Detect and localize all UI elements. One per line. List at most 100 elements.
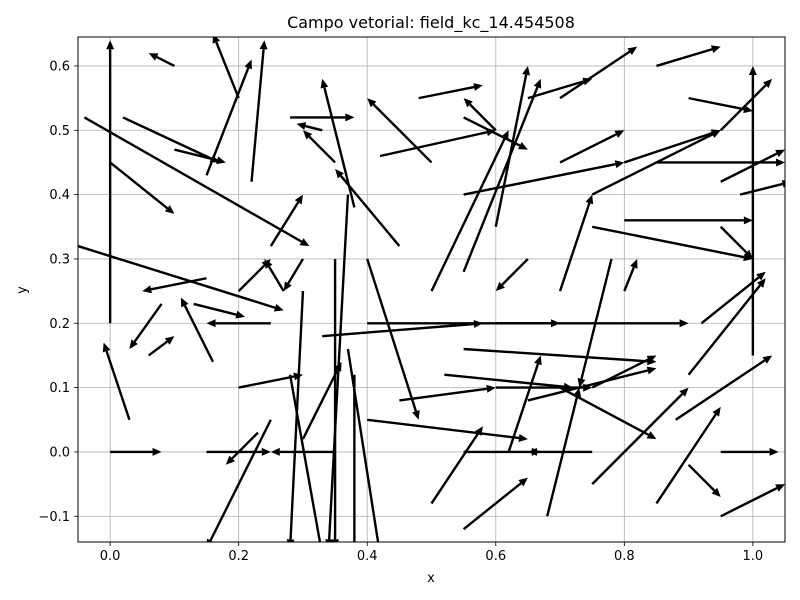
vector-arrow [558,194,594,292]
vector-arrow [142,277,207,294]
vector-arrow [591,387,689,485]
vector-arrow [591,355,657,389]
x-tick-label: 0.2 [228,549,249,564]
vector-arrow [290,113,355,122]
vector-arrow [238,372,303,389]
vector-arrow [656,158,785,167]
vector-arrow [206,447,271,456]
vector-arrow [320,78,356,208]
vector-arrow [495,258,529,292]
vector-arrow [462,477,528,531]
vector-arrow [110,447,162,456]
vector-arrow [623,129,721,164]
vector-arrow [739,180,785,196]
vector-arrow [301,361,342,440]
vector-arrow [546,387,582,517]
vector-arrow [430,426,483,505]
y-tick-label: 0.3 [49,252,70,267]
vector-arrow [675,355,773,421]
vector-arrow [559,130,625,164]
vector-arrow [720,149,785,183]
vector-arrow [269,194,303,247]
vector-arrow [463,116,528,150]
vector-arrow [212,37,240,99]
vector-arrow [463,98,497,132]
vector-arrow [720,447,779,456]
vector-arrow [102,342,131,421]
vector-arrow [559,46,638,100]
vector-arrow [720,484,785,518]
vector-arrow [148,53,175,68]
vector-arrow [270,447,336,456]
vector-arrow [174,148,226,165]
y-tick-label: 0.2 [49,317,70,332]
vector-arrow [623,258,638,292]
vector-arrow [577,258,613,388]
x-axis-ticks: 0.0 0.2 0.4 0.6 0.8 1.0 [100,542,763,564]
plot-frame [77,36,786,543]
vector-arrow [379,128,496,158]
vector-arrow [719,78,773,132]
vector-arrow [302,130,336,164]
x-tick-label: 0.6 [485,549,506,564]
vector-arrow [346,348,380,542]
vector-arrow [463,160,625,196]
y-tick-label: 0.0 [49,445,70,460]
vector-arrow [225,431,259,465]
vector-arrow [122,116,220,163]
vector-arrow [367,98,433,164]
vector-arrow [331,258,340,542]
vector-arrow [106,40,115,324]
x-axis-label: x [427,571,435,586]
vector-arrow [418,83,483,100]
y-axis-label: y [15,286,30,294]
vector-arrow [205,59,253,176]
vector-arrow [687,278,766,376]
y-tick-label: −0.1 [38,510,70,525]
vector-arrow [700,271,766,325]
vector-arrow [719,225,753,259]
vector-arrow [367,418,528,442]
vector-arrow [748,65,757,356]
vector-arrow [430,130,509,292]
vector-arrow [462,78,542,273]
y-axis-ticks: −0.1 0.0 0.1 0.2 0.3 0.4 0.5 0.6 [38,59,78,525]
vector-arrow [463,347,657,366]
y-tick-label: 0.6 [49,59,70,74]
vector-arrow [180,297,215,363]
vector-arrow [83,116,310,247]
vector-arrow [507,355,542,453]
vector-arrow [591,225,753,262]
vector-arrow [688,96,753,114]
x-tick-label: 0.8 [614,549,635,564]
vector-arrow [129,303,163,350]
y-tick-label: 0.1 [49,381,70,396]
vector-arrow [206,319,271,328]
y-tick-label: 0.4 [49,188,70,203]
vector-arrow [264,258,285,292]
vector-arrow [147,336,175,357]
vector-arrow [624,216,753,225]
vector-arrow [78,244,284,312]
vector-arrow [296,122,323,132]
chart-title: Campo vetorial: field_kc_14.454508 [287,13,575,33]
x-tick-label: 1.0 [743,549,764,564]
vector-arrow [109,161,175,214]
vector-arrow [250,40,268,182]
vector-arrow [527,447,593,456]
vector-arrow [656,45,721,68]
y-tick-label: 0.5 [49,124,70,139]
vector-arrow [353,374,356,542]
vector-arrow [366,258,420,420]
vector-arrow [494,65,531,228]
vector-arrow [193,302,246,319]
vector-arrow [283,258,304,292]
x-tick-label: 0.4 [357,549,378,564]
vector-arrow [527,366,657,402]
vector-field [78,37,785,542]
x-tick-label: 0.0 [100,549,121,564]
vector-arrow [206,419,272,542]
vector-arrow [399,384,496,402]
vector-arrow [286,291,305,542]
